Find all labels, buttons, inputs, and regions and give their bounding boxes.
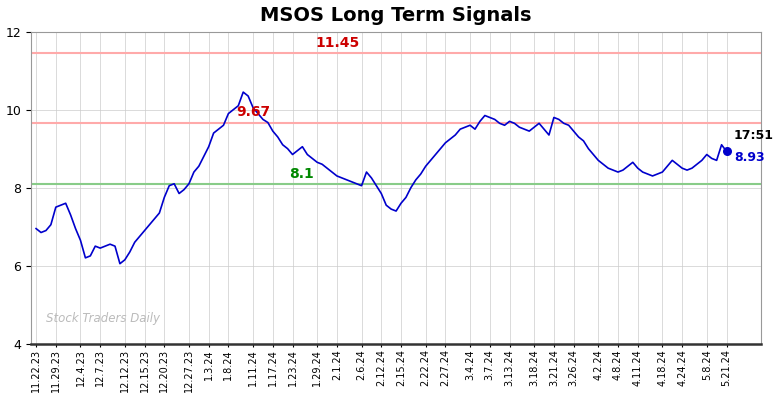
Text: 8.93: 8.93 — [734, 151, 764, 164]
Text: 8.1: 8.1 — [289, 167, 314, 181]
Text: Stock Traders Daily: Stock Traders Daily — [45, 312, 160, 325]
Text: 11.45: 11.45 — [316, 36, 360, 50]
Title: MSOS Long Term Signals: MSOS Long Term Signals — [260, 6, 532, 25]
Text: 9.67: 9.67 — [237, 105, 270, 119]
Text: 17:51: 17:51 — [734, 129, 774, 142]
Point — [720, 148, 733, 154]
